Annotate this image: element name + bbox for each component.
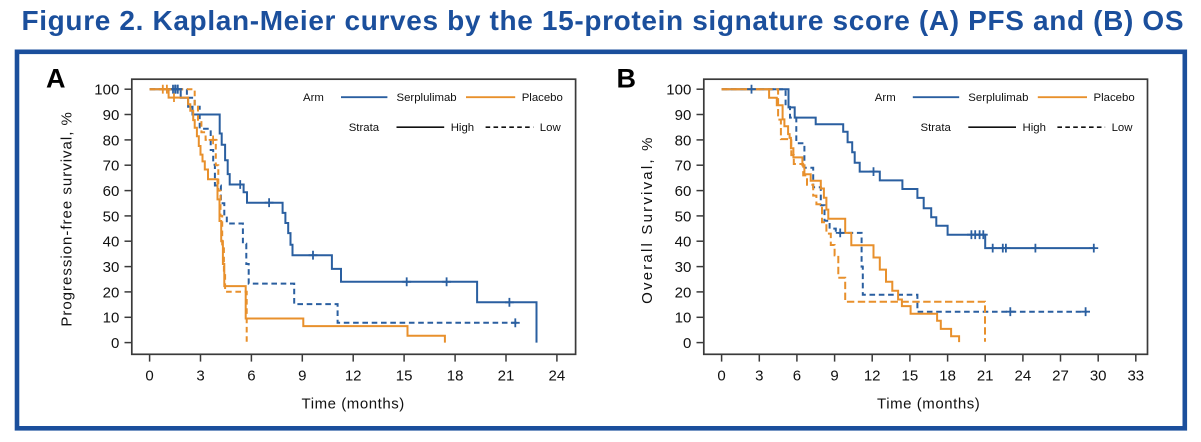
svg-text:3: 3 xyxy=(196,368,204,385)
svg-text:30: 30 xyxy=(103,259,120,276)
svg-text:Arm: Arm xyxy=(303,92,324,104)
svg-text:15: 15 xyxy=(902,368,919,385)
svg-text:100: 100 xyxy=(94,82,119,99)
svg-text:18: 18 xyxy=(447,368,464,385)
svg-text:Serplulimab: Serplulimab xyxy=(397,92,457,104)
svg-text:Low: Low xyxy=(1112,122,1134,134)
svg-text:30: 30 xyxy=(1090,368,1107,385)
svg-text:Overall Survival, %: Overall Survival, % xyxy=(639,135,656,304)
svg-text:60: 60 xyxy=(675,183,692,200)
svg-text:27: 27 xyxy=(1052,368,1069,385)
svg-text:10: 10 xyxy=(675,310,692,327)
svg-text:70: 70 xyxy=(675,158,692,175)
svg-text:12: 12 xyxy=(345,368,362,385)
svg-text:100: 100 xyxy=(666,82,691,99)
svg-text:21: 21 xyxy=(498,368,515,385)
svg-text:Strata: Strata xyxy=(349,122,380,134)
svg-text:20: 20 xyxy=(675,284,692,301)
svg-text:0: 0 xyxy=(145,368,153,385)
svg-text:Arm: Arm xyxy=(875,92,896,104)
svg-text:60: 60 xyxy=(103,183,120,200)
svg-text:80: 80 xyxy=(103,132,120,149)
svg-text:33: 33 xyxy=(1127,368,1144,385)
svg-text:0: 0 xyxy=(111,335,119,352)
svg-text:15: 15 xyxy=(396,368,413,385)
svg-text:21: 21 xyxy=(977,368,994,385)
svg-text:24: 24 xyxy=(1015,368,1032,385)
svg-text:B: B xyxy=(617,64,637,94)
svg-text:0: 0 xyxy=(717,368,725,385)
svg-text:Serplulimab: Serplulimab xyxy=(968,92,1028,104)
svg-text:40: 40 xyxy=(103,234,120,251)
svg-text:90: 90 xyxy=(675,107,692,124)
svg-text:A: A xyxy=(46,64,66,94)
svg-text:Placebo: Placebo xyxy=(1094,92,1135,104)
svg-text:70: 70 xyxy=(103,158,120,175)
svg-text:Progression-free survival, %: Progression-free survival, % xyxy=(58,111,75,327)
svg-text:Time (months): Time (months) xyxy=(877,395,980,412)
svg-text:9: 9 xyxy=(830,368,838,385)
svg-text:18: 18 xyxy=(939,368,956,385)
svg-text:Figure 2. Kaplan-Meier curves: Figure 2. Kaplan-Meier curves by the 15-… xyxy=(22,5,1185,36)
svg-text:30: 30 xyxy=(675,259,692,276)
svg-text:Placebo: Placebo xyxy=(522,92,563,104)
svg-text:20: 20 xyxy=(103,284,120,301)
svg-text:50: 50 xyxy=(675,208,692,225)
svg-text:80: 80 xyxy=(675,132,692,149)
svg-text:9: 9 xyxy=(298,368,306,385)
svg-text:Low: Low xyxy=(540,122,562,134)
svg-text:Time (months): Time (months) xyxy=(302,395,405,412)
svg-text:High: High xyxy=(1023,122,1046,134)
svg-text:High: High xyxy=(451,122,474,134)
svg-text:90: 90 xyxy=(103,107,120,124)
svg-text:3: 3 xyxy=(755,368,763,385)
svg-text:12: 12 xyxy=(864,368,881,385)
svg-text:24: 24 xyxy=(549,368,566,385)
svg-text:50: 50 xyxy=(103,208,120,225)
svg-text:Strata: Strata xyxy=(921,122,952,134)
svg-text:10: 10 xyxy=(103,310,120,327)
svg-text:0: 0 xyxy=(683,335,691,352)
svg-text:6: 6 xyxy=(247,368,255,385)
svg-text:40: 40 xyxy=(675,234,692,251)
svg-text:6: 6 xyxy=(793,368,801,385)
